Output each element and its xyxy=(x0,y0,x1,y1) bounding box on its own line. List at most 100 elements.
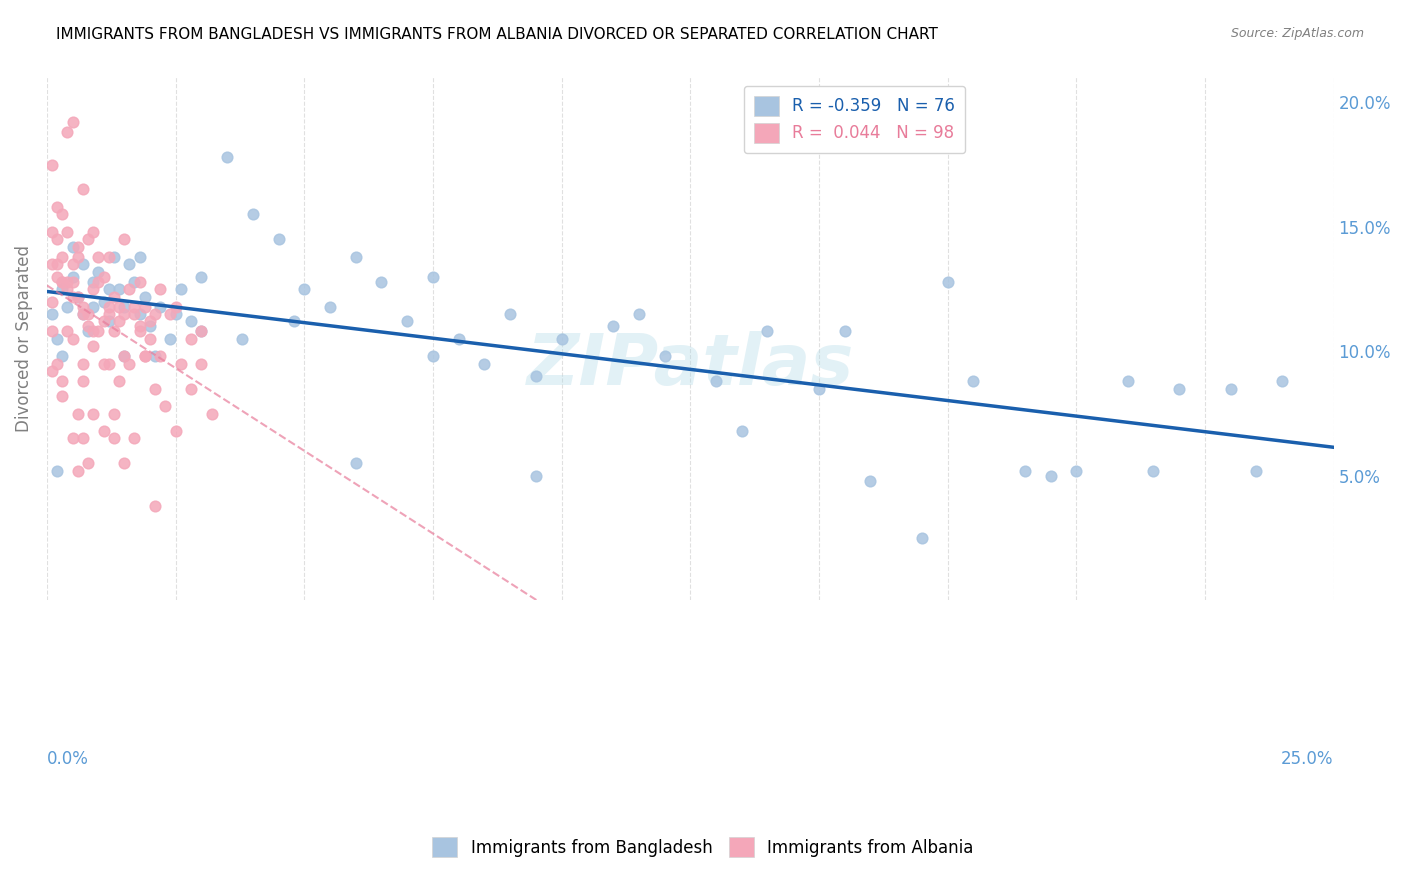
Point xyxy=(936,275,959,289)
Point xyxy=(97,282,120,296)
Point xyxy=(108,314,131,328)
Point xyxy=(242,207,264,221)
Point xyxy=(190,325,212,339)
Point xyxy=(66,289,89,303)
Point xyxy=(41,294,63,309)
Point xyxy=(962,374,984,388)
Point xyxy=(704,374,727,388)
Y-axis label: Divorced or Separated: Divorced or Separated xyxy=(15,245,32,433)
Point xyxy=(51,374,73,388)
Point xyxy=(51,389,73,403)
Point xyxy=(370,275,392,289)
Point xyxy=(97,307,120,321)
Point xyxy=(62,115,84,129)
Point xyxy=(41,325,63,339)
Point xyxy=(627,307,650,321)
Point xyxy=(77,232,100,246)
Point xyxy=(108,282,131,296)
Point xyxy=(112,349,135,363)
Point xyxy=(159,307,181,321)
Point xyxy=(62,240,84,254)
Point xyxy=(56,125,79,139)
Point xyxy=(72,357,94,371)
Point xyxy=(422,269,444,284)
Point xyxy=(1246,464,1268,478)
Point xyxy=(112,300,135,314)
Point xyxy=(51,207,73,221)
Point xyxy=(97,357,120,371)
Point xyxy=(46,257,69,271)
Point xyxy=(190,325,212,339)
Point xyxy=(62,275,84,289)
Point xyxy=(93,314,115,328)
Point xyxy=(56,225,79,239)
Point xyxy=(46,332,69,346)
Point xyxy=(103,325,125,339)
Point xyxy=(149,349,172,363)
Text: IMMIGRANTS FROM BANGLADESH VS IMMIGRANTS FROM ALBANIA DIVORCED OR SEPARATED CORR: IMMIGRANTS FROM BANGLADESH VS IMMIGRANTS… xyxy=(56,27,938,42)
Point xyxy=(499,307,522,321)
Point xyxy=(170,282,193,296)
Point xyxy=(112,307,135,321)
Point xyxy=(215,150,238,164)
Point xyxy=(834,325,856,339)
Point xyxy=(128,307,150,321)
Point xyxy=(180,314,202,328)
Point xyxy=(396,314,419,328)
Point xyxy=(1116,374,1139,388)
Point xyxy=(51,275,73,289)
Point xyxy=(149,300,172,314)
Point xyxy=(51,275,73,289)
Point xyxy=(170,357,193,371)
Point xyxy=(103,250,125,264)
Point xyxy=(911,531,934,545)
Point xyxy=(180,382,202,396)
Point xyxy=(41,257,63,271)
Point xyxy=(165,300,187,314)
Point xyxy=(87,325,110,339)
Point xyxy=(231,332,253,346)
Point xyxy=(97,250,120,264)
Point xyxy=(51,282,73,296)
Point xyxy=(1168,382,1191,396)
Point xyxy=(118,357,141,371)
Point xyxy=(267,232,290,246)
Point xyxy=(46,232,69,246)
Point xyxy=(200,407,222,421)
Point xyxy=(1014,464,1036,478)
Point xyxy=(56,300,79,314)
Point xyxy=(62,289,84,303)
Point xyxy=(292,282,315,296)
Point xyxy=(82,225,104,239)
Point xyxy=(118,257,141,271)
Point xyxy=(134,300,156,314)
Point xyxy=(190,357,212,371)
Point xyxy=(93,269,115,284)
Point xyxy=(82,325,104,339)
Point xyxy=(344,456,367,470)
Point xyxy=(143,382,166,396)
Point xyxy=(51,250,73,264)
Point xyxy=(77,319,100,334)
Point xyxy=(155,399,177,413)
Point xyxy=(93,357,115,371)
Point xyxy=(97,300,120,314)
Point xyxy=(165,424,187,438)
Point xyxy=(447,332,470,346)
Point xyxy=(143,499,166,513)
Point xyxy=(1142,464,1164,478)
Point xyxy=(134,349,156,363)
Point xyxy=(82,275,104,289)
Legend: R = -0.359   N = 76, R =  0.044   N = 98: R = -0.359 N = 76, R = 0.044 N = 98 xyxy=(744,86,965,153)
Point xyxy=(190,269,212,284)
Point xyxy=(41,307,63,321)
Point xyxy=(103,432,125,446)
Point xyxy=(72,307,94,321)
Point xyxy=(159,332,181,346)
Point xyxy=(134,349,156,363)
Point xyxy=(82,282,104,296)
Point xyxy=(165,307,187,321)
Point xyxy=(56,282,79,296)
Point xyxy=(139,319,162,334)
Point xyxy=(807,382,830,396)
